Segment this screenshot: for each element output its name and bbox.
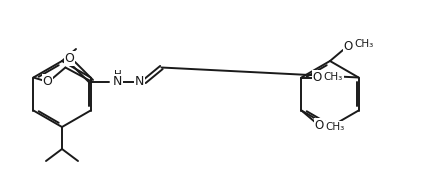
Text: H: H bbox=[114, 70, 121, 79]
Text: CH₃: CH₃ bbox=[326, 121, 345, 132]
Text: O: O bbox=[43, 75, 52, 88]
Text: CH₃: CH₃ bbox=[354, 39, 373, 49]
Text: O: O bbox=[65, 52, 74, 65]
Text: CH₃: CH₃ bbox=[324, 71, 343, 81]
Text: O: O bbox=[315, 119, 324, 132]
Text: O: O bbox=[313, 71, 322, 84]
Text: N: N bbox=[113, 75, 122, 88]
Text: N: N bbox=[135, 75, 144, 88]
Text: O: O bbox=[344, 39, 353, 52]
